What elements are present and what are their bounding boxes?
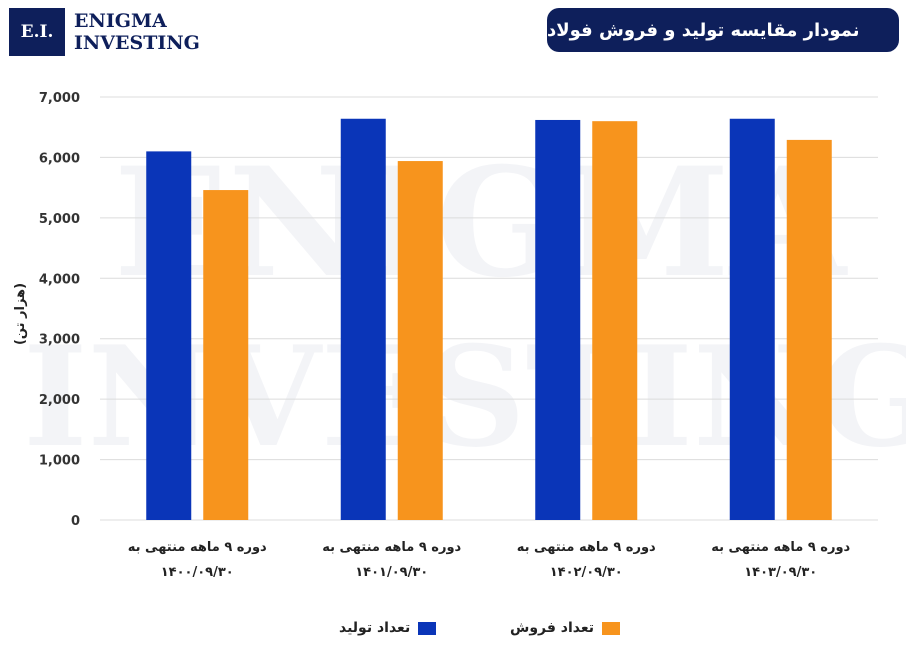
- bar-sales: [203, 190, 249, 520]
- x-tick-label-line-2: ۱۴۰۱/۰۹/۳۰: [355, 565, 428, 580]
- y-tick-label: 6,000: [39, 151, 80, 166]
- x-tick-label-line-1: دوره ۹ ماهه منتهی به: [322, 540, 461, 555]
- bar-production: [146, 151, 192, 520]
- x-tick-label-line-2: ۱۴۰۳/۰۹/۳۰: [744, 565, 817, 580]
- bar-production: [535, 119, 581, 520]
- x-tick-label-line-1: دوره ۹ ماهه منتهی به: [711, 540, 850, 555]
- logo-initials: E.I.: [9, 8, 65, 56]
- legend-swatch-sales: [602, 621, 620, 635]
- x-tick-label-line-2: ۱۴۰۰/۰۹/۳۰: [161, 565, 234, 580]
- bar-sales: [397, 161, 443, 520]
- y-tick-label: 2,000: [39, 393, 80, 408]
- logo-line-2: INVESTING: [74, 32, 200, 54]
- y-tick-label: 3,000: [39, 333, 80, 348]
- logo-wordmark: ENIGMA INVESTING: [74, 10, 200, 54]
- x-tick-label-line-1: دوره ۹ ماهه منتهی به: [128, 540, 267, 555]
- x-tick-label-line-1: دوره ۹ ماهه منتهی به: [517, 540, 656, 555]
- chart-title-banner: نمودار مقایسه تولید و فروش فولاد: [547, 8, 899, 52]
- bar-sales: [592, 121, 638, 521]
- bar-production: [340, 118, 386, 521]
- legend-label-sales: تعداد فروش: [510, 620, 594, 636]
- y-tick-label: 1,000: [39, 454, 80, 469]
- y-tick-label: 0: [71, 514, 80, 529]
- legend-label-production: تعداد تولید: [339, 620, 411, 636]
- logo-line-1: ENIGMA: [74, 10, 167, 32]
- y-axis-label: (هزار تن): [13, 283, 28, 345]
- brand-logo: E.I. ENIGMA INVESTING: [9, 8, 200, 56]
- y-tick-label: 5,000: [39, 212, 80, 227]
- legend-item-production: تعداد تولید: [339, 620, 437, 636]
- legend-item-sales: تعداد فروش: [510, 620, 620, 636]
- bar-production: [729, 118, 775, 521]
- y-tick-label: 4,000: [39, 272, 80, 287]
- x-tick-label-line-2: ۱۴۰۲/۰۹/۳۰: [550, 565, 623, 580]
- y-tick-label: 7,000: [39, 91, 80, 106]
- chart-title: نمودار مقایسه تولید و فروش فولاد: [547, 19, 860, 41]
- legend-swatch-production: [418, 621, 437, 635]
- bar-sales: [786, 139, 832, 520]
